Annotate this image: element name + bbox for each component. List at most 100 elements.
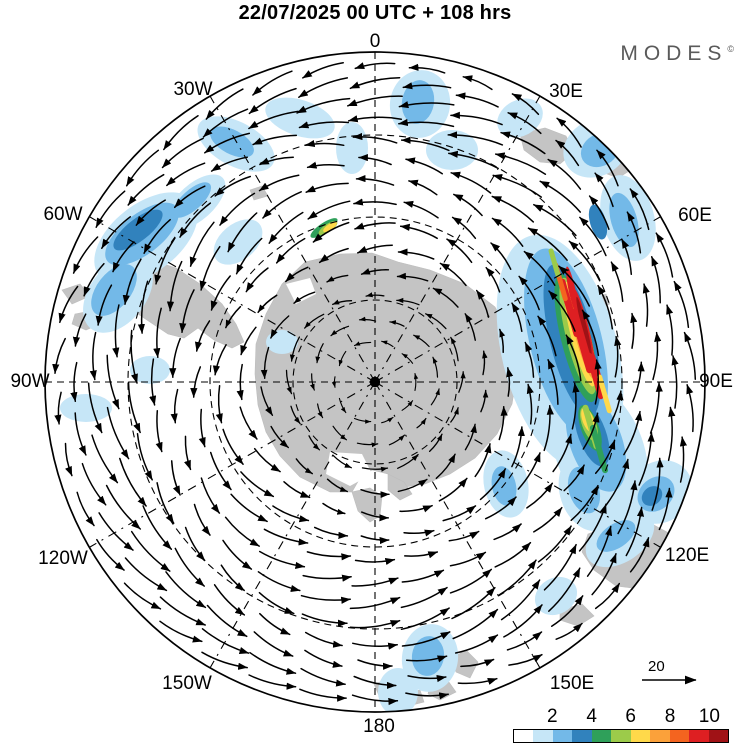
wind-vector bbox=[356, 442, 379, 448]
wind-vector bbox=[285, 266, 309, 283]
wind-vector bbox=[679, 436, 688, 483]
wind-vector bbox=[106, 354, 120, 410]
wind-vector bbox=[666, 304, 674, 356]
wind-vector bbox=[259, 612, 291, 636]
wind-vector bbox=[597, 284, 614, 330]
wind-vector bbox=[240, 326, 257, 356]
wind-vector bbox=[352, 642, 398, 650]
wind-vector bbox=[83, 262, 105, 297]
wind-vector bbox=[112, 241, 135, 273]
wind-vector bbox=[594, 582, 621, 610]
wind-vector bbox=[307, 200, 351, 220]
longitude-label-150E: 150E bbox=[549, 673, 595, 694]
wind-vector bbox=[623, 410, 643, 456]
wind-vector bbox=[683, 331, 697, 380]
wind-vector bbox=[442, 505, 477, 522]
modes-logo: MODES© bbox=[620, 42, 734, 66]
longitude-label-150W: 150W bbox=[162, 673, 212, 694]
wind-vector bbox=[306, 161, 345, 169]
wind-vector bbox=[582, 412, 600, 450]
wind-vector bbox=[98, 512, 134, 551]
wind-vector bbox=[403, 200, 439, 219]
wind-vector bbox=[257, 571, 301, 592]
wind-vector bbox=[275, 237, 306, 264]
wind-vector bbox=[464, 313, 476, 341]
wind-vector bbox=[224, 516, 260, 547]
weddell-notch bbox=[286, 278, 316, 304]
wind-vector bbox=[219, 192, 256, 226]
wind-vector bbox=[401, 569, 445, 583]
wind-vector bbox=[614, 335, 622, 378]
wind-vector bbox=[235, 237, 263, 275]
map-outer-boundary bbox=[44, 51, 706, 713]
wind-vector bbox=[458, 371, 466, 393]
wind-vector bbox=[143, 218, 171, 254]
wind-vector bbox=[491, 195, 535, 223]
wind-vector bbox=[166, 260, 183, 312]
wind-vector bbox=[318, 247, 349, 264]
wind-vector bbox=[494, 541, 532, 568]
wind-vector bbox=[626, 211, 642, 254]
wind-vector bbox=[543, 404, 554, 452]
wind-vector bbox=[450, 171, 492, 194]
wind-vector bbox=[189, 221, 215, 267]
wind-vector bbox=[74, 412, 87, 456]
wind-vector bbox=[166, 162, 206, 187]
wind-vector bbox=[52, 337, 66, 374]
wind-vector bbox=[124, 557, 168, 592]
wind-vector bbox=[570, 484, 599, 522]
wind-vector bbox=[400, 136, 450, 152]
wind-vector bbox=[667, 406, 676, 462]
ross-ice-shelf-notch bbox=[326, 452, 372, 486]
wind-vector bbox=[360, 511, 390, 522]
amplitude-field bbox=[60, 70, 693, 712]
polar-stereographic-map[interactable] bbox=[0, 22, 750, 722]
wind-vector bbox=[517, 452, 541, 490]
wind-vector bbox=[136, 432, 153, 481]
wind-vector bbox=[594, 439, 616, 475]
ross-sector-land bbox=[387, 473, 413, 501]
wind-vector bbox=[650, 256, 661, 304]
wind-vector bbox=[135, 199, 166, 226]
colorbar[interactable]: 2 4 6 8 10 bbox=[513, 706, 729, 743]
colorbar-swatch-3 bbox=[572, 730, 592, 742]
wind-vector bbox=[450, 336, 459, 362]
wind-vector bbox=[491, 217, 524, 247]
logo-text: MODES bbox=[620, 42, 728, 65]
wind-vector bbox=[209, 451, 232, 491]
wind-vector bbox=[222, 539, 253, 570]
wind-vector bbox=[210, 156, 249, 172]
wind-vector bbox=[347, 115, 403, 123]
colorbar-swatches bbox=[513, 729, 729, 743]
wind-vector bbox=[252, 134, 298, 146]
wind-vector bbox=[112, 304, 120, 358]
wind-vector bbox=[338, 397, 347, 414]
wind-vector bbox=[655, 232, 674, 278]
colorbar-tick-2: 2 bbox=[547, 706, 558, 727]
wind-vector bbox=[449, 551, 487, 567]
wind-vector bbox=[591, 553, 617, 596]
longitude-label-30W: 30W bbox=[173, 79, 213, 100]
wind-vector bbox=[435, 453, 456, 479]
longitude-label-120E: 120E bbox=[664, 545, 710, 566]
wind-vector bbox=[533, 203, 577, 237]
wind-vector bbox=[153, 307, 162, 359]
wind-vector bbox=[506, 367, 514, 397]
wind-vector bbox=[399, 504, 433, 513]
wind-vectors bbox=[52, 62, 697, 706]
wind-vector bbox=[652, 331, 662, 381]
wind-vector bbox=[302, 62, 344, 79]
wind-vector bbox=[315, 343, 324, 364]
wind-vector bbox=[170, 388, 179, 424]
wind-vector bbox=[568, 240, 601, 282]
wind-vector bbox=[351, 577, 399, 587]
wind-vector bbox=[194, 320, 211, 352]
wind-vector bbox=[451, 586, 496, 620]
wind-vector bbox=[201, 628, 250, 654]
wind-vector bbox=[432, 356, 439, 378]
wind-vector bbox=[404, 551, 439, 559]
wind-vector bbox=[215, 384, 223, 424]
wind-vector bbox=[484, 496, 517, 520]
wind-vector bbox=[403, 529, 435, 537]
longitude-label-0: 0 bbox=[369, 31, 381, 52]
